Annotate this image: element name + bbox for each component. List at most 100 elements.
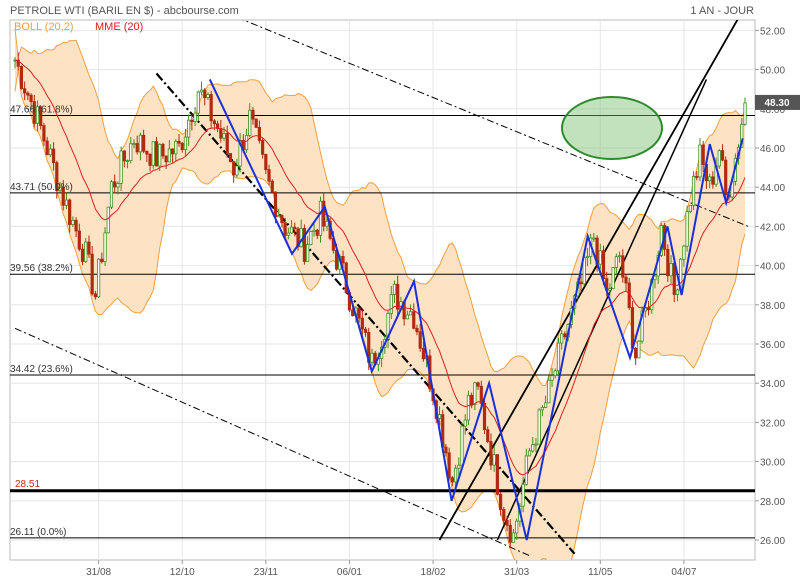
- candle-body: [170, 148, 175, 155]
- candle-body: [630, 307, 635, 349]
- candle-body: [106, 206, 110, 234]
- candle-body: [206, 94, 210, 99]
- candle-body: [39, 106, 43, 126]
- fib-label: 26.11 (0.0%): [10, 527, 67, 538]
- candle-body: [492, 454, 496, 466]
- candle-body: [627, 282, 631, 309]
- candle-body: [55, 162, 59, 192]
- candle-body: [203, 89, 207, 99]
- channel-lower-line: [14, 327, 530, 557]
- candle-body: [145, 150, 149, 155]
- candle-body: [392, 283, 397, 295]
- candle-body: [489, 441, 493, 466]
- candle-body: [190, 119, 194, 123]
- candle-body: [26, 92, 30, 96]
- y-tick-label: 28.00: [760, 497, 785, 508]
- candle-body: [476, 382, 480, 387]
- candle-body: [717, 150, 721, 167]
- candle-body: [71, 219, 75, 225]
- support-trendline: [496, 79, 708, 541]
- x-tick-label: 04/07: [671, 567, 696, 578]
- legend-boll: BOLL (20,2): [14, 21, 74, 33]
- candle-body: [537, 409, 541, 445]
- candle-body: [277, 215, 281, 218]
- candle-body: [386, 313, 390, 340]
- candle-body: [48, 148, 52, 156]
- y-tick-label: 36.00: [760, 340, 785, 351]
- candle-body: [315, 229, 319, 236]
- candle-body: [675, 289, 680, 295]
- x-tick-label: 06/01: [337, 567, 362, 578]
- legend-mme: MME (20): [95, 21, 143, 33]
- candle-body: [280, 215, 284, 224]
- candle-body: [318, 200, 323, 236]
- channel-upper-line: [242, 20, 749, 227]
- support-label: 28.51: [15, 479, 40, 490]
- candle-body: [138, 134, 143, 153]
- candle-body: [58, 186, 62, 192]
- y-axis: 52.00 50.00 48.00 46.00 44.00 42.00 40.00 38.00…: [755, 26, 785, 547]
- candle-body: [688, 204, 692, 213]
- candle-body: [125, 160, 130, 162]
- candle-body: [261, 140, 265, 155]
- y-tick-label: 42.00: [760, 222, 785, 233]
- candle-body: [457, 464, 461, 469]
- candle-body: [524, 455, 528, 485]
- candle-body: [563, 333, 567, 338]
- candle-body: [351, 309, 355, 317]
- candle-body: [521, 483, 525, 507]
- candle-body: [560, 333, 564, 344]
- x-axis: 31/08 12/10 23/11 06/01 18/02 31/03 11/05 04/07: [86, 560, 697, 578]
- candle-body: [437, 414, 442, 419]
- y-tick-label: 48.00: [760, 105, 785, 116]
- candle-body: [444, 446, 448, 454]
- candle-body: [84, 241, 88, 262]
- candle-body: [183, 136, 188, 151]
- candle-body: [164, 155, 168, 163]
- candle-body: [540, 407, 545, 411]
- candle-body: [306, 244, 310, 262]
- candle-body: [122, 150, 126, 162]
- candle-body: [498, 493, 503, 510]
- candle-body: [93, 293, 97, 298]
- candle-body: [196, 91, 200, 114]
- candle-body: [61, 186, 65, 206]
- candle-body: [103, 232, 107, 263]
- candle-body: [64, 199, 69, 206]
- candle-body: [637, 340, 641, 359]
- candle-body: [466, 394, 471, 421]
- candle-body: [273, 191, 278, 218]
- candle-body: [264, 153, 268, 171]
- candle-body: [470, 394, 474, 406]
- candle-body: [42, 125, 46, 142]
- candle-body: [222, 133, 226, 139]
- candle-body: [418, 331, 422, 349]
- candle-body: [251, 109, 255, 120]
- candle-body: [579, 281, 583, 285]
- candle-body: [29, 94, 33, 102]
- candle-body: [396, 283, 400, 310]
- candle-body: [611, 267, 615, 290]
- candle-body: [360, 317, 364, 330]
- candle-body: [232, 161, 236, 176]
- candle-body: [495, 454, 499, 495]
- candle-body: [614, 256, 618, 268]
- candle-body: [23, 88, 27, 94]
- candle-body: [482, 402, 487, 431]
- candle-body: [142, 134, 146, 152]
- fib-label: 47.66 (61.8%): [10, 104, 73, 115]
- mme-line: [14, 59, 746, 476]
- candle-body: [87, 241, 91, 255]
- candle-body: [479, 385, 483, 404]
- y-tick-label: 26.00: [760, 536, 785, 547]
- candle-body: [248, 109, 252, 137]
- candle-body: [309, 231, 313, 245]
- bollinger-lower-line: [14, 69, 746, 560]
- candle-body: [286, 232, 290, 236]
- candle-body: [450, 477, 454, 483]
- candle-body: [556, 342, 561, 372]
- candle-body: [80, 248, 85, 262]
- candle-body: [174, 140, 178, 155]
- candle-body: [547, 379, 551, 404]
